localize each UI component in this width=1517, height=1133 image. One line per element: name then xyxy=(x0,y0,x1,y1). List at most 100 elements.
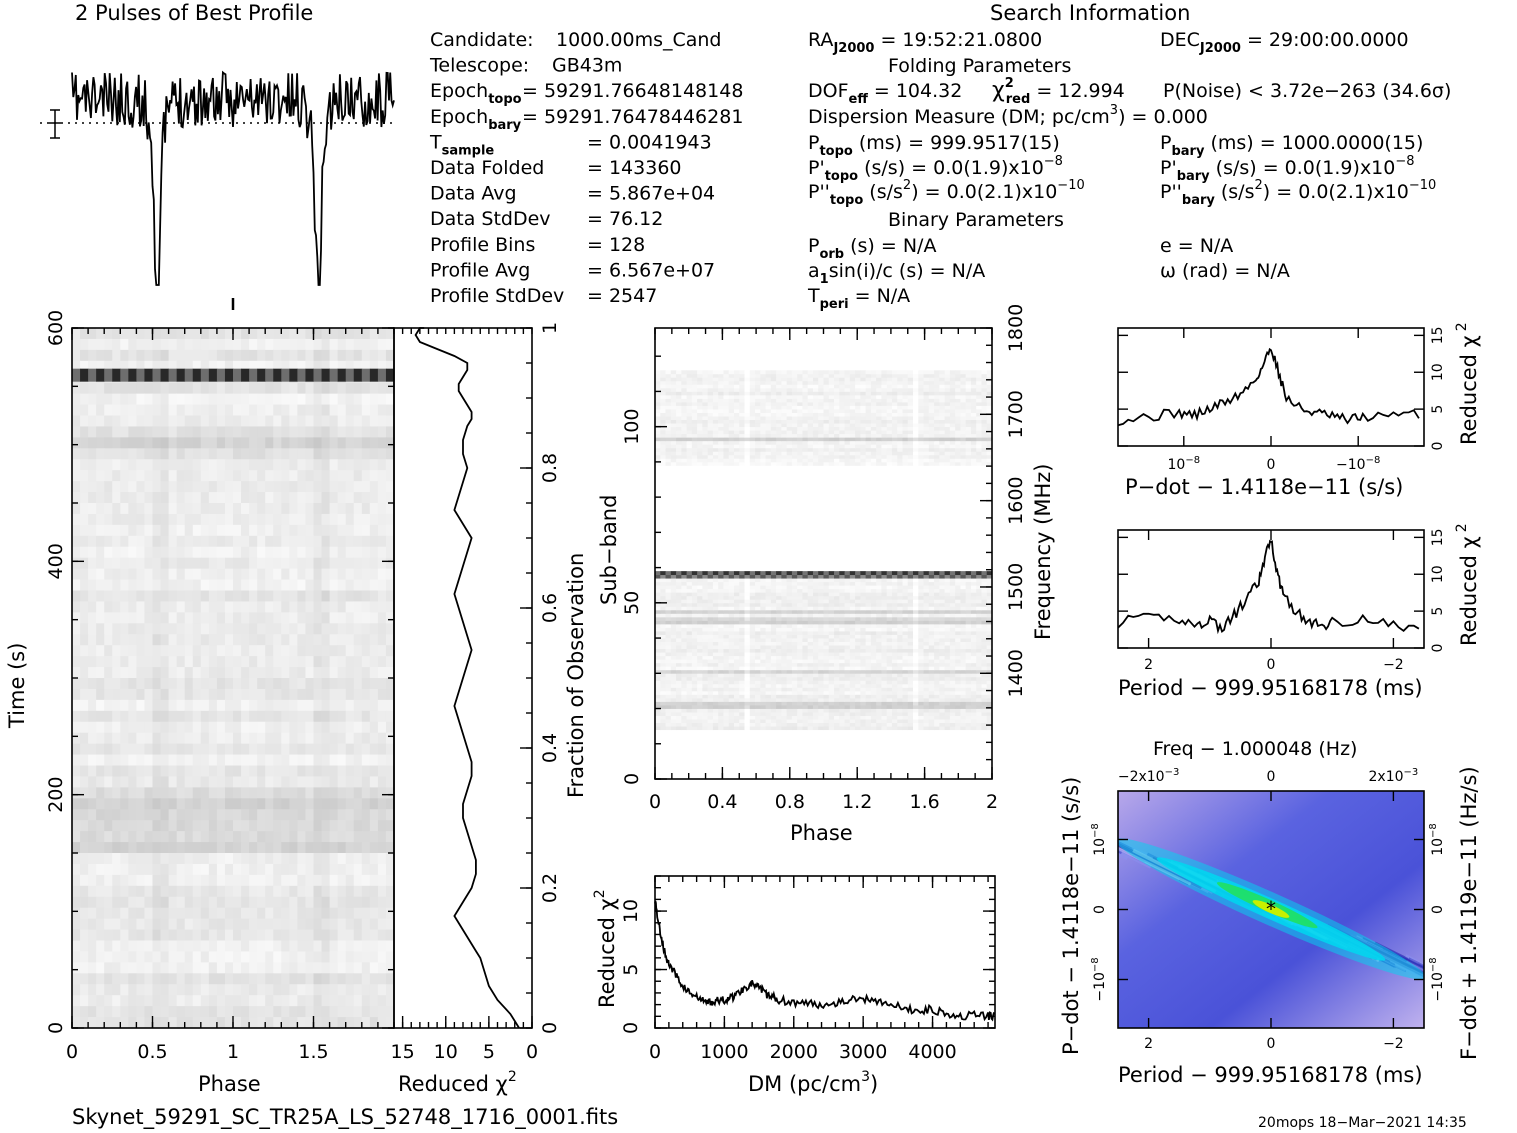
pddot-bary-field: P''bary (s/s2) = 0.0(2.1)x10−10 xyxy=(1160,178,1436,208)
dm-xtick: 0 xyxy=(649,1041,661,1063)
subband-heatmap xyxy=(655,328,993,779)
rfi-band xyxy=(289,368,298,382)
time-phase-xlabel: Phase xyxy=(198,1072,261,1096)
p-pdot-ytick-right: 0 xyxy=(1430,905,1446,914)
dm-xtick: 3000 xyxy=(839,1041,887,1063)
pdot-ytick: 15 xyxy=(1430,326,1446,344)
dec-field: DECJ2000 = 29:00:00.0000 xyxy=(1160,29,1409,56)
fits-filename: Skynet_59291_SC_TR25A_LS_52748_1716_0001… xyxy=(72,1105,618,1130)
rfi-band xyxy=(216,368,226,382)
p-pdot-top-xtick: 2x10−3 xyxy=(1369,767,1419,785)
timestamp-footer: 20mops 18−Mar−2021 14:35 xyxy=(1258,1115,1467,1131)
time-phase-xtick: 1 xyxy=(227,1041,239,1063)
profile-plot xyxy=(40,70,395,310)
subband-xtick: 2 xyxy=(986,791,998,813)
period-ylabel-right: Reduced χ2 xyxy=(1454,523,1481,646)
frequency-ylabel: Frequency (MHz) xyxy=(1031,464,1055,640)
pdot-redchi-curve xyxy=(1117,347,1420,427)
subband-xtick: 1.6 xyxy=(909,791,939,813)
rfi-band xyxy=(104,368,113,382)
rfi-band xyxy=(361,368,371,382)
pdot-xtick: 0 xyxy=(1267,457,1276,473)
info-row: Candidate: xyxy=(430,29,534,51)
pdot-ytick: 0 xyxy=(1430,442,1446,451)
dm-xtick: 2000 xyxy=(770,1041,818,1063)
p-pdot-title: Freq − 1.000048 (Hz) xyxy=(1153,738,1357,760)
rfi-band xyxy=(305,368,314,382)
period-redchi-curve xyxy=(1117,539,1420,635)
porb-field: Porb (s) = N/A xyxy=(808,235,936,262)
p-pdot-ytick: 10−8 xyxy=(1090,823,1108,856)
info-value: = 6.567e+07 xyxy=(587,259,715,281)
rfi-band xyxy=(96,368,105,382)
time-phase-xtick: 1.5 xyxy=(298,1041,328,1063)
p-pdot-xlabel: Period − 999.95168178 (ms) xyxy=(1118,1063,1423,1087)
subband-ytick: 50 xyxy=(621,591,643,615)
p-pdot-xtick: 2 xyxy=(1144,1036,1153,1052)
time-phase-xtick: 0.5 xyxy=(137,1041,167,1063)
info-row: Data Folded xyxy=(430,157,544,179)
profile-errorbar xyxy=(49,109,61,139)
pdot-redchi-plot: 10−8 0 −10−8 0 5 10 15 P−dot − 1.4118e−11 (s/s… xyxy=(1117,322,1481,499)
a1sini-field: a1sin(i)/c (s) = N/A xyxy=(808,260,985,287)
rfi-band xyxy=(377,368,387,382)
rfi-band xyxy=(144,368,153,382)
time-phase-heatmap xyxy=(72,328,395,1029)
info-row: Epochtopo xyxy=(430,80,522,107)
p-pdot-xtick: −2 xyxy=(1383,1036,1404,1052)
p-pdot-ytick-right: 10−8 xyxy=(1428,823,1446,856)
period-ytick: 10 xyxy=(1430,565,1446,583)
info-value: 1000.00ms_Cand xyxy=(556,29,722,51)
subband-ytick: 100 xyxy=(621,409,643,445)
info-row: Telescope: xyxy=(429,55,529,77)
time-phase-ytick: 600 xyxy=(45,310,67,346)
time-redchi-ytick: 0.4 xyxy=(539,733,561,763)
p-pdot-top-xtick: −2x10−3 xyxy=(1118,767,1180,785)
frequency-ytick: 1800 xyxy=(1005,304,1027,352)
binary-title: Binary Parameters xyxy=(888,209,1064,231)
rfi-band xyxy=(224,368,234,382)
rfi-band xyxy=(176,368,186,382)
dm-redchi-curve xyxy=(654,900,995,1022)
dm-xlabel: DM (pc/cm3) xyxy=(748,1069,878,1096)
dm-ytick: 0 xyxy=(620,1022,642,1034)
omega-field: ω (rad) = N/A xyxy=(1160,260,1290,282)
rfi-band xyxy=(337,368,347,382)
period-ytick: 15 xyxy=(1430,528,1446,546)
rfi-band xyxy=(152,368,161,382)
subband-xtick: 0.8 xyxy=(775,791,805,813)
pdot-ytick: 10 xyxy=(1430,363,1446,381)
frequency-ytick: 1400 xyxy=(1005,649,1027,697)
time-redchi-plot: 15 10 5 00 0.2 0.4 0.6 0.8 1 Reduced χ2 Fraction… xyxy=(391,322,588,1096)
search-info-title: Search Information xyxy=(990,1,1190,25)
info-row: Data StdDev xyxy=(430,208,551,230)
time-redchi-ytick: 0.2 xyxy=(539,873,561,903)
p-pdot-ylabel: P−dot − 1.4118e−11 (s/s) xyxy=(1059,777,1083,1055)
time-phase-xtick: 0 xyxy=(66,1041,78,1063)
time-redchi-ytick: 0.6 xyxy=(539,593,561,623)
dm-redchi-plot: 0 1000 2000 3000 4000 0 5 10 DM (pc/cm3) Reduce… xyxy=(592,875,996,1096)
p-pdot-plot: *2 0 −2−2x10−3 0 2x10−310−80−10−810−80−10−8 … xyxy=(1059,738,1481,1087)
rfi-band xyxy=(136,368,145,382)
rfi-band xyxy=(313,368,322,382)
pdot-bary-field: P'bary (s/s) = 0.0(1.9)x10−8 xyxy=(1160,154,1415,184)
p-pdot-xtick: 0 xyxy=(1267,1036,1276,1052)
info-row: Profile StdDev xyxy=(430,285,564,307)
time-redchi-ylabel-right: Fraction of Observation xyxy=(564,553,588,798)
subband-xtick: 0 xyxy=(649,791,661,813)
pddot-topo-field: P''topo (s/s2) = 0.0(2.1)x10−10 xyxy=(808,178,1085,208)
rfi-band xyxy=(200,368,210,382)
p-pdot-ylabel-right: F−dot + 1.4119e−11 (Hz/s) xyxy=(1457,766,1481,1060)
rfi-band xyxy=(184,368,194,382)
time-redchi-xlabel: Reduced χ2 xyxy=(398,1069,517,1096)
info-value: = 5.867e+04 xyxy=(587,183,715,205)
period-frame xyxy=(1117,529,1425,649)
time-redchi-ytick: 0 xyxy=(539,1022,561,1034)
pdot-xtick: 10−8 xyxy=(1168,455,1201,473)
p-pdot-top-xtick: 0 xyxy=(1267,769,1276,785)
rfi-band xyxy=(353,368,363,382)
subband-ytick: 0 xyxy=(621,773,643,785)
info-value: = 0.0041943 xyxy=(587,131,712,153)
dm-ytick: 10 xyxy=(620,899,642,923)
